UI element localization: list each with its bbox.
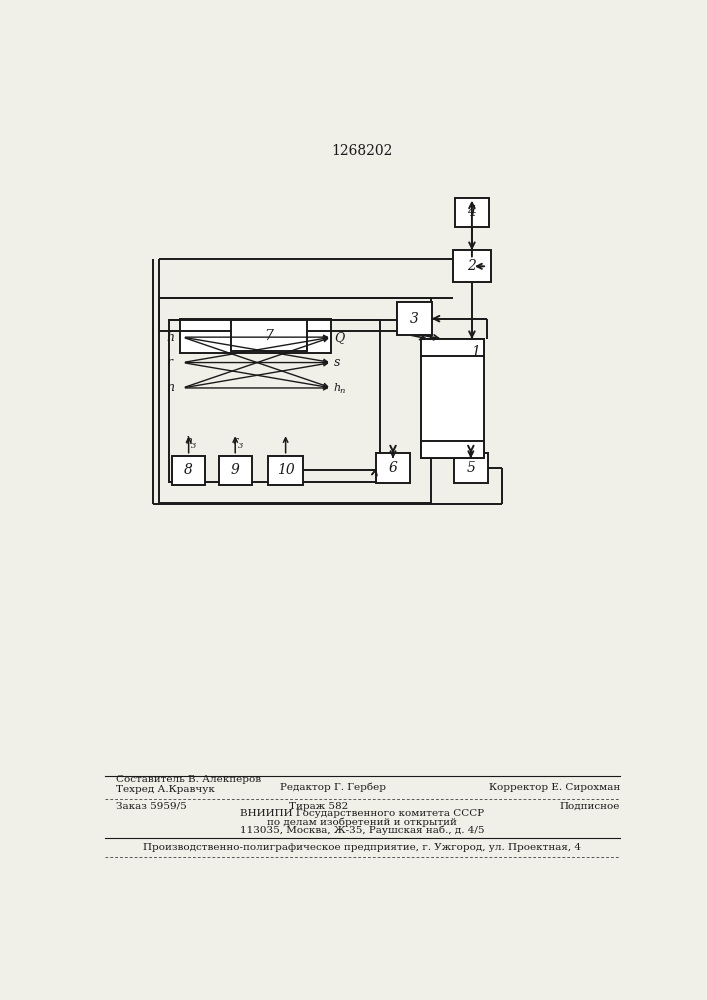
Bar bbox=[180, 319, 331, 353]
Bar bbox=[453, 250, 491, 282]
Text: n: n bbox=[166, 381, 174, 394]
Text: Редактор Г. Гербер: Редактор Г. Гербер bbox=[280, 783, 386, 792]
Bar bbox=[421, 441, 484, 458]
Text: Корректор Е. Сирохман: Корректор Е. Сирохман bbox=[489, 783, 620, 792]
Text: 1: 1 bbox=[471, 345, 480, 359]
Bar bbox=[268, 456, 303, 485]
Text: 1268202: 1268202 bbox=[332, 144, 393, 158]
Text: 9: 9 bbox=[230, 463, 240, 477]
Text: 10: 10 bbox=[276, 463, 295, 477]
Bar bbox=[218, 456, 252, 485]
Text: 6: 6 bbox=[389, 461, 397, 475]
Text: Техред А.Кравчук: Техред А.Кравчук bbox=[116, 785, 215, 794]
Text: s: s bbox=[334, 356, 340, 369]
Text: Заказ 5959/5: Заказ 5959/5 bbox=[116, 802, 187, 811]
Bar bbox=[170, 320, 380, 482]
Text: n: n bbox=[339, 387, 345, 395]
Text: Производственно-полиграфическое предприятие, г. Ужгород, ул. Проектная, 4: Производственно-полиграфическое предприя… bbox=[144, 843, 581, 852]
Text: 3: 3 bbox=[191, 442, 197, 450]
Text: 7: 7 bbox=[264, 329, 274, 343]
Bar bbox=[454, 453, 488, 483]
Text: ВНИИПИ Государственного комитета СССР: ВНИИПИ Государственного комитета СССР bbox=[240, 809, 484, 818]
Text: 5: 5 bbox=[467, 461, 475, 475]
Text: r: r bbox=[233, 436, 238, 446]
Text: h: h bbox=[334, 383, 341, 393]
Text: 113035, Москва, Ж-35, Раушская наб., д. 4/5: 113035, Москва, Ж-35, Раушская наб., д. … bbox=[240, 826, 484, 835]
Text: Тираж 582: Тираж 582 bbox=[289, 802, 348, 811]
Text: 3: 3 bbox=[410, 312, 419, 326]
Bar bbox=[158, 298, 431, 503]
Bar bbox=[455, 198, 489, 227]
Text: Составитель В. Алекперов: Составитель В. Алекперов bbox=[116, 775, 261, 784]
Text: 2: 2 bbox=[467, 259, 477, 273]
Text: h: h bbox=[166, 331, 174, 344]
Text: по делам изобретений и открытий: по делам изобретений и открытий bbox=[267, 817, 457, 827]
Bar bbox=[231, 320, 307, 351]
Bar bbox=[397, 302, 432, 335]
Text: 4: 4 bbox=[467, 205, 477, 219]
Bar bbox=[173, 456, 205, 485]
Bar bbox=[421, 339, 484, 356]
Text: Подписное: Подписное bbox=[559, 802, 620, 811]
Text: 8: 8 bbox=[185, 463, 193, 477]
Bar bbox=[376, 453, 410, 483]
Bar bbox=[421, 339, 484, 458]
Text: r: r bbox=[166, 356, 173, 369]
Text: h: h bbox=[186, 436, 193, 446]
Text: 3: 3 bbox=[238, 442, 243, 450]
Text: Q: Q bbox=[334, 331, 344, 344]
